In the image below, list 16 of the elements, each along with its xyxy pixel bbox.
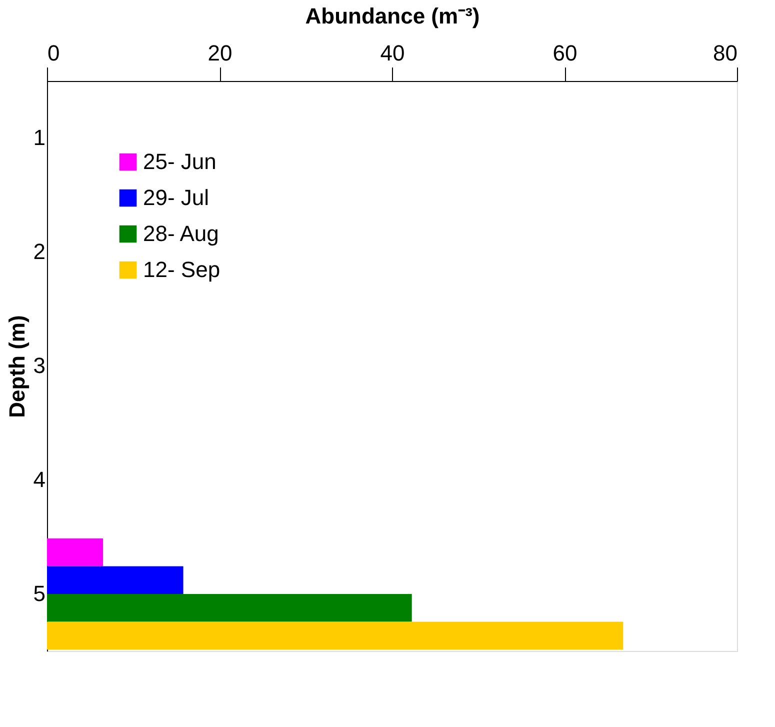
y-axis-title: Depth (m)	[4, 315, 30, 418]
legend-label: 25- Jun	[143, 149, 216, 174]
legend-label: 28- Aug	[143, 221, 219, 246]
y-tick-label: 4	[33, 467, 46, 492]
x-axis-title: Abundance (m⁻³)	[305, 4, 480, 28]
x-tick-label: 60	[552, 40, 578, 66]
y-tick-label: 2	[33, 239, 46, 264]
legend-label: 29- Jul	[143, 185, 210, 210]
y-tick-label: 5	[33, 581, 46, 606]
y-tick-label: 1	[33, 125, 46, 150]
y-tick-label: 3	[33, 353, 46, 378]
x-tick-label: 80	[713, 40, 738, 66]
legend-label: 12- Sep	[143, 257, 220, 282]
x-tick-label: 0	[48, 40, 60, 66]
x-tick-label: 20	[208, 40, 232, 66]
x-tick-label: 40	[380, 40, 405, 66]
